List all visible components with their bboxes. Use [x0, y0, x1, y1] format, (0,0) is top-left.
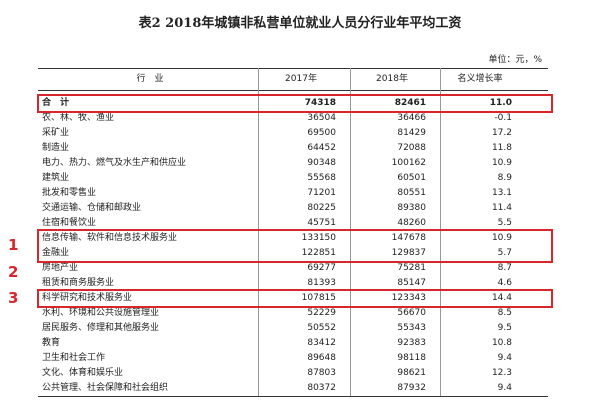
row-label: 卫生和社会工作	[42, 353, 106, 363]
cell-value: 80551	[397, 188, 426, 198]
cell-value: 147678	[391, 233, 426, 243]
cell-value: 52229	[307, 308, 336, 318]
cell-value: 129837	[391, 248, 426, 258]
cell-value: 75281	[397, 263, 426, 273]
highlight-box	[37, 229, 553, 263]
column-header: 2017年	[285, 74, 317, 84]
cell-value: 11.0	[489, 98, 512, 108]
cell-value: 87932	[397, 383, 426, 393]
cell-value: 122851	[301, 248, 336, 258]
cell-value: 45751	[307, 218, 336, 228]
cell-value: 69277	[307, 263, 336, 273]
cell-value: 80225	[307, 203, 336, 213]
row-label: 信息传输、软件和信息技术服务业	[42, 233, 178, 243]
cell-value: 98621	[397, 368, 426, 378]
cell-value: 92383	[397, 338, 426, 348]
title: 表2 2018年城镇非私营单位就业人员分行业年平均工资	[138, 16, 462, 31]
cell-value: 4.6	[497, 278, 512, 288]
row-label: 交通运输、仓储和邮政业	[42, 203, 142, 213]
cell-value: 5.5	[497, 218, 512, 228]
column-header: 2018年	[376, 74, 408, 84]
cell-value: 81429	[397, 128, 426, 138]
row-label: 住宿和餐饮业	[42, 218, 97, 228]
cell-value: 81393	[307, 278, 336, 288]
annotation-number: 3	[8, 289, 19, 307]
row-label: 公共管理、社会保障和社会组织	[42, 383, 169, 393]
row-label: 批发和零售业	[42, 188, 97, 198]
cell-value: 17.2	[491, 128, 512, 138]
cell-value: 8.5	[497, 308, 512, 318]
cell-value: 50552	[307, 323, 336, 333]
rule	[38, 90, 548, 91]
column-rule	[440, 68, 441, 396]
cell-value: 83412	[307, 338, 336, 348]
cell-value: 90348	[307, 158, 336, 168]
cell-value: 10.9	[491, 233, 512, 243]
highlight-box	[37, 94, 553, 113]
cell-value: 11.8	[491, 143, 512, 153]
cell-value: 9.4	[497, 353, 512, 363]
cell-value: 107815	[301, 293, 336, 303]
cell-value: 8.7	[497, 263, 512, 273]
cell-value: 55568	[307, 173, 336, 183]
cell-value: 9.4	[497, 383, 512, 393]
cell-value: 89380	[397, 203, 426, 213]
cell-value: 60501	[397, 173, 426, 183]
row-label: 教育	[42, 338, 61, 348]
cell-value: 71201	[307, 188, 336, 198]
cell-value: -0.1	[494, 113, 512, 123]
cell-value: 9.5	[497, 323, 512, 333]
column-rule	[258, 68, 259, 396]
cell-value: 133150	[301, 233, 336, 243]
row-label: 采矿业	[42, 128, 70, 138]
row-label: 租赁和商务服务业	[42, 278, 115, 288]
cell-value: 8.9	[497, 173, 512, 183]
cell-value: 100162	[391, 158, 426, 168]
row-label: 文化、体育和娱乐业	[42, 368, 124, 378]
highlight-box	[37, 289, 553, 308]
cell-value: 12.3	[491, 368, 512, 378]
row-label: 电力、热力、燃气及水生产和供应业	[42, 158, 187, 168]
annotation-number: 1	[8, 236, 19, 254]
cell-value: 14.4	[491, 293, 512, 303]
cell-value: 74318	[304, 98, 336, 108]
row-label: 金融业	[42, 248, 70, 258]
cell-value: 89648	[307, 353, 336, 363]
cell-value: 85147	[397, 278, 426, 288]
cell-value: 10.9	[491, 158, 512, 168]
row-label: 制造业	[42, 143, 70, 153]
row-label: 房地产业	[42, 263, 79, 273]
cell-value: 82461	[394, 98, 426, 108]
row-label: 农、林、牧、渔业	[42, 113, 115, 123]
row-label: 水利、环境和公共设施管理业	[42, 308, 160, 318]
cell-value: 13.1	[491, 188, 512, 198]
cell-value: 87803	[307, 368, 336, 378]
rule	[38, 68, 548, 69]
rule	[38, 396, 548, 397]
row-label: 居民服务、修理和其他服务业	[42, 323, 160, 333]
cell-value: 69500	[307, 128, 336, 138]
cell-value: 72088	[397, 143, 426, 153]
row-label: 建筑业	[42, 173, 70, 183]
annotation-number: 2	[8, 263, 19, 281]
cell-value: 123343	[391, 293, 426, 303]
cell-value: 56670	[397, 308, 426, 318]
cell-value: 5.7	[497, 248, 512, 258]
cell-value: 80372	[307, 383, 336, 393]
cell-value: 36466	[397, 113, 426, 123]
column-rule	[350, 68, 351, 396]
cell-value: 64452	[307, 143, 336, 153]
cell-value: 36504	[307, 113, 336, 123]
column-header: 名义增长率	[457, 74, 503, 84]
cell-value: 48260	[397, 218, 426, 228]
unit: 单位：元，%	[488, 55, 542, 65]
row-label: 科学研究和技术服务业	[42, 293, 133, 303]
cell-value: 10.8	[491, 338, 512, 348]
row-label: 合 计	[42, 98, 70, 108]
cell-value: 98118	[397, 353, 426, 363]
cell-value: 11.4	[491, 203, 512, 213]
column-header: 行 业	[136, 74, 164, 84]
cell-value: 55343	[397, 323, 426, 333]
